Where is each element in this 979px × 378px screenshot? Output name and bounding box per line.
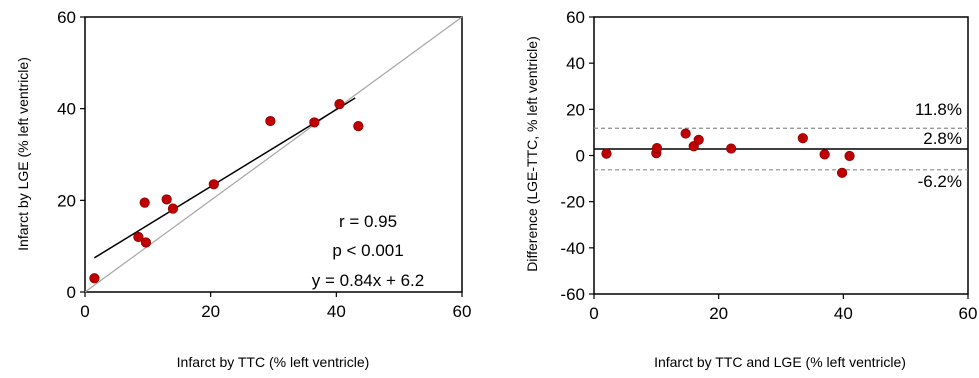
right-x-tick-label: 40 <box>834 304 853 323</box>
left-x-tick-label: 40 <box>327 302 346 321</box>
right-y-tick-label: -20 <box>560 193 585 212</box>
data-point <box>140 237 152 248</box>
right-x-tick-label: 20 <box>709 304 728 323</box>
data-point <box>161 194 172 205</box>
left-y-tick-label: 0 <box>67 283 76 302</box>
data-point <box>819 149 830 160</box>
left-x-tick-label: 0 <box>80 302 89 321</box>
left-x-axis-title: Infarct by TTC (% left ventricle) <box>177 354 370 370</box>
right-y-tick-label: -40 <box>560 239 585 258</box>
left-annotation-eq: y = 0.84x + 6.2 <box>312 271 424 290</box>
right-y-tick-label: 40 <box>566 54 585 73</box>
data-point <box>680 128 691 139</box>
right-mean-label: 2.8% <box>923 129 962 148</box>
right-plot-frame <box>593 16 969 295</box>
data-point <box>797 133 808 144</box>
left-y-tick-label: 40 <box>57 100 76 119</box>
left-plot-frame <box>84 16 463 293</box>
data-point <box>651 143 663 154</box>
right-y-tick-label: -60 <box>560 285 585 304</box>
left-x-tick-label: 20 <box>201 302 220 321</box>
data-point <box>133 231 144 243</box>
data-point <box>601 148 612 159</box>
right-x-axis-title: Infarct by TTC and LGE (% left ventricle… <box>654 354 906 370</box>
data-point <box>208 179 219 190</box>
data-point <box>89 273 100 284</box>
bland-altman-plot: 0 20 40 60 -60 -40 -20 0 20 40 60 11.8% 2.8% -6.2%… <box>524 8 977 370</box>
right-y-tick-label: 60 <box>566 8 585 27</box>
left-annotation-r: r = 0.95 <box>339 212 397 231</box>
right-y-tick-label: 20 <box>566 100 585 119</box>
data-point <box>726 143 737 154</box>
data-point <box>139 197 150 208</box>
right-x-tick-label: 60 <box>959 304 978 323</box>
right-y-axis-title: Difference (LGE-TTC, % left ventricle) <box>524 36 540 271</box>
identity-line <box>84 16 463 293</box>
left-y-axis-title: Infarct by LGE (% left ventricle) <box>15 57 31 251</box>
left-annotation-p: p < 0.001 <box>332 241 403 260</box>
correlation-plot: 0 20 40 60 0 20 40 60 r = 0.95 p < 0.001 y = 0.… <box>15 8 471 370</box>
left-x-tick-label: 60 <box>453 302 472 321</box>
data-point <box>693 134 704 145</box>
right-y-tick-label: 0 <box>576 147 585 166</box>
left-y-tick-label: 20 <box>57 191 76 210</box>
data-point <box>353 120 364 132</box>
right-limit-upper-label: 11.8% <box>915 100 962 119</box>
data-point <box>309 117 320 128</box>
data-point <box>334 98 345 110</box>
data-point <box>844 150 855 162</box>
right-x-tick-label: 0 <box>589 304 598 323</box>
data-point <box>167 203 179 214</box>
right-limit-lower-label: -6.2% <box>918 172 962 191</box>
data-point <box>836 167 848 178</box>
data-point <box>265 115 276 127</box>
left-y-tick-label: 60 <box>57 8 76 27</box>
